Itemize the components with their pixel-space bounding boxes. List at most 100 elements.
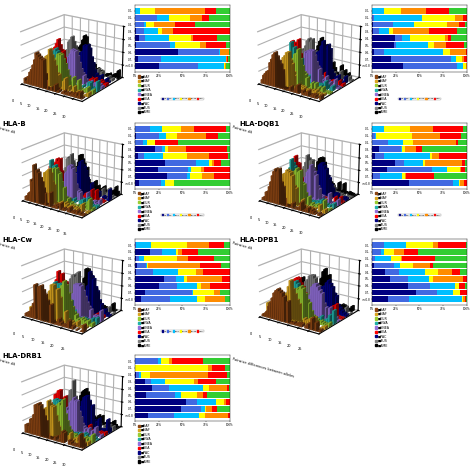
Bar [465,180,467,186]
X-axis label: Pairwise differences between alleles: Pairwise differences between alleles [0,241,58,263]
Bar [416,290,437,295]
Bar [193,290,214,295]
Bar [224,242,230,248]
Bar [162,126,182,132]
Bar [375,133,376,138]
Bar [463,276,467,282]
Bar [372,167,387,173]
Bar [228,385,230,391]
Bar [383,8,401,14]
Bar [206,133,218,138]
Bar [438,242,466,248]
Bar [439,153,466,159]
Bar [135,173,167,179]
Bar [372,296,388,302]
Bar [225,365,230,371]
Bar [460,290,467,295]
Bar [384,153,430,159]
Bar [146,21,155,27]
Bar [426,8,449,14]
Bar [198,249,230,255]
Bar [453,290,460,295]
Bar [433,263,467,268]
Legend: ■SAF, ■NAF, ■EUR, ■SWA, ■SNEA, ■SEA, ■PAC, ■AUS, ■AME: ■SAF, ■NAF, ■EUR, ■SWA, ■SNEA, ■SEA, ■PA… [374,191,391,232]
Bar [145,36,169,41]
Bar [190,15,202,20]
Bar [155,21,175,27]
Bar [432,167,447,173]
X-axis label: Pairwise differences between alleles: Pairwise differences between alleles [232,241,295,263]
Bar [380,173,402,179]
Bar [150,126,162,132]
Bar [187,242,209,248]
Bar [226,42,230,48]
Bar [162,28,173,34]
Bar [135,15,157,20]
Bar [135,256,136,262]
Bar [459,21,465,27]
Bar [224,63,226,69]
Bar [372,263,374,268]
Bar [212,160,214,166]
Bar [447,21,459,27]
Bar [410,36,446,41]
Bar [190,173,202,179]
Bar [187,276,222,282]
X-axis label: Pairwise differences between alleles: Pairwise differences between alleles [0,125,57,146]
Bar [209,153,228,159]
Bar [203,269,230,275]
Bar [173,358,203,364]
Bar [374,15,422,20]
Bar [402,256,435,262]
Bar [135,406,181,411]
Bar [217,36,230,41]
Bar [135,379,145,384]
Bar [222,276,229,282]
Bar [384,249,394,255]
Bar [205,406,206,411]
Bar [211,406,217,411]
Bar [145,379,151,384]
Legend: ■SAF, ■NAF, ■EUR, ■SWA, ■SNEA, ■SEA, ■PAC, ■AUS, ■AME: ■SAF, ■NAF, ■EUR, ■SWA, ■SNEA, ■SEA, ■PA… [137,307,154,348]
Bar [191,36,193,41]
Bar [395,160,404,166]
Bar [188,167,191,173]
Bar [464,42,467,48]
X-axis label: Pairwise differences between alleles: Pairwise differences between alleles [232,125,294,146]
Legend: <2, 2-5, 5-10, 10-20, 20-30, >30: <2, 2-5, 5-10, 10-20, 20-30, >30 [161,330,204,332]
Bar [465,296,466,302]
Text: HLA-DPB1: HLA-DPB1 [239,237,279,243]
Bar [135,140,143,146]
Bar [457,140,467,146]
Bar [202,15,210,20]
Bar [201,406,205,411]
Bar [372,256,375,262]
Bar [422,15,456,20]
Bar [434,42,446,48]
Bar [452,269,460,275]
Bar [182,126,194,132]
Bar [135,242,137,248]
Bar [446,36,448,41]
Bar [373,173,380,179]
Bar [413,140,456,146]
Bar [178,49,219,55]
Bar [168,146,186,152]
Bar [135,269,136,275]
Bar [135,365,208,371]
Bar [135,28,136,34]
Bar [198,63,224,69]
Bar [399,269,425,275]
Bar [208,365,212,371]
Bar [175,392,181,398]
Bar [135,249,150,255]
Bar [387,167,432,173]
Bar [434,173,467,179]
Bar [198,283,201,289]
Bar [410,126,433,132]
Bar [155,140,178,146]
Bar [225,296,226,302]
Bar [177,256,188,262]
Bar [135,372,136,378]
Bar [206,406,211,411]
